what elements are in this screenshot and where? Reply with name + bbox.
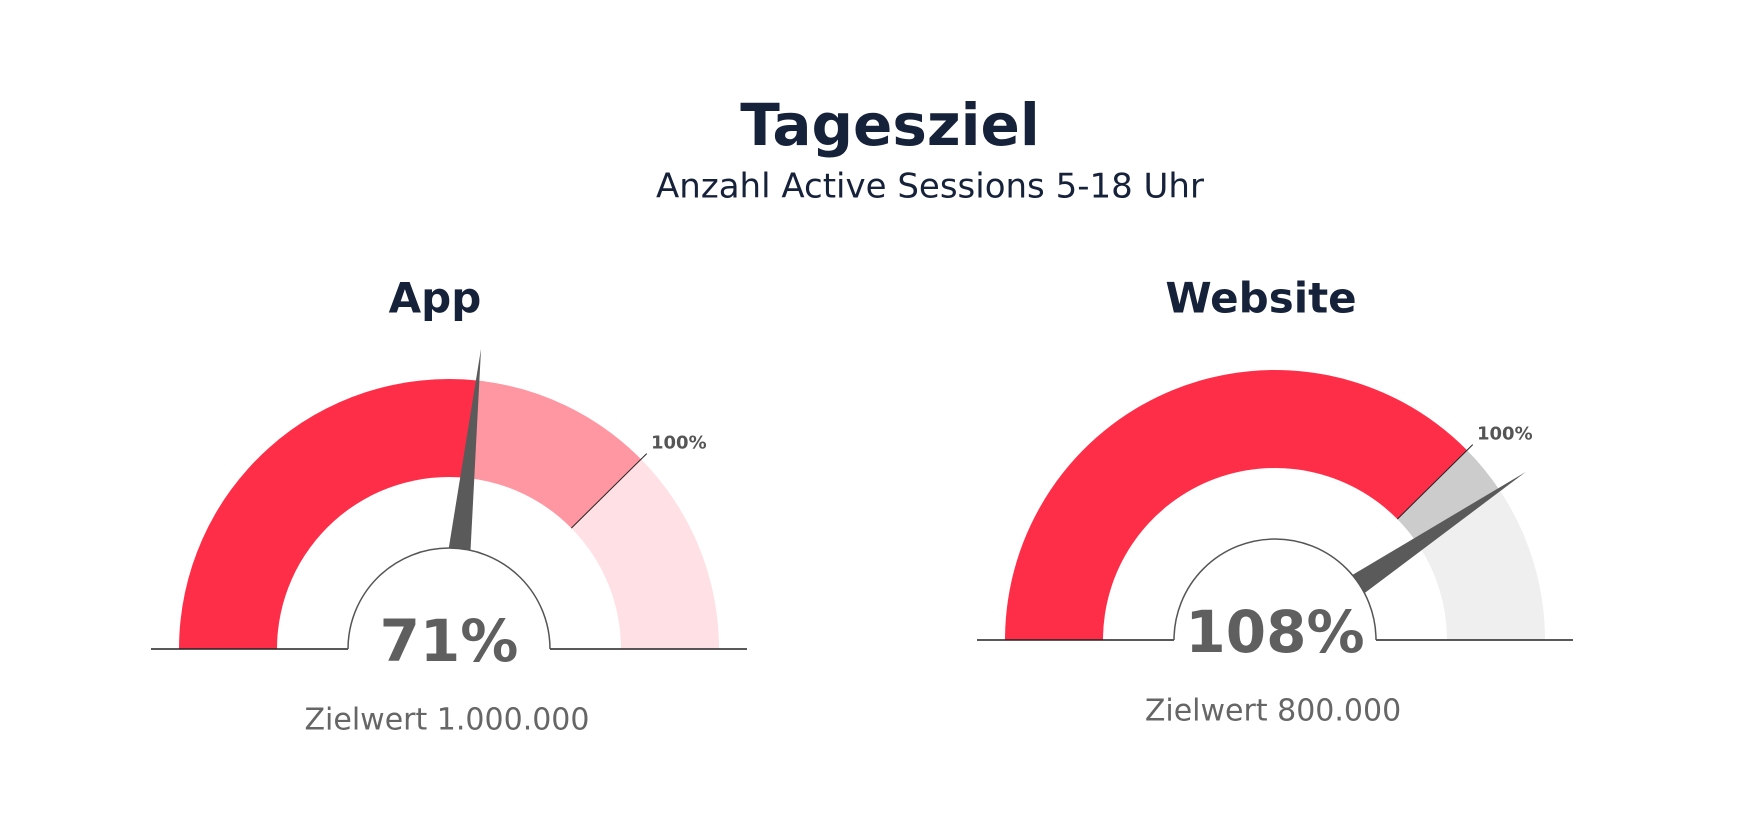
- gauge-title: Website: [1165, 274, 1356, 323]
- gauge-note: Zielwert 1.000.000: [305, 703, 590, 738]
- needle: [1351, 471, 1526, 595]
- gauge-fill: [1005, 370, 1468, 640]
- gauge-over-target: [1397, 450, 1500, 545]
- needle: [448, 348, 482, 552]
- hub: [347, 547, 551, 650]
- gauge-value: 71%: [380, 607, 519, 675]
- target-label: 100%: [1477, 423, 1533, 444]
- gauge-to-target: [467, 380, 642, 529]
- page-subtitle: Anzahl Active Sessions 5-18 Uhr: [656, 167, 1204, 207]
- target-tick: [570, 453, 648, 529]
- gauge-beyond: [571, 459, 719, 649]
- page-title: Tagesziel: [740, 91, 1039, 159]
- gauge-value: 108%: [1185, 598, 1364, 666]
- gauge-fill: [179, 378, 478, 649]
- target-tick: [1396, 444, 1474, 520]
- target-label: 100%: [651, 432, 707, 453]
- hub: [1173, 538, 1377, 641]
- gauge-title: App: [389, 274, 482, 323]
- gauge-note: Zielwert 800.000: [1145, 694, 1401, 729]
